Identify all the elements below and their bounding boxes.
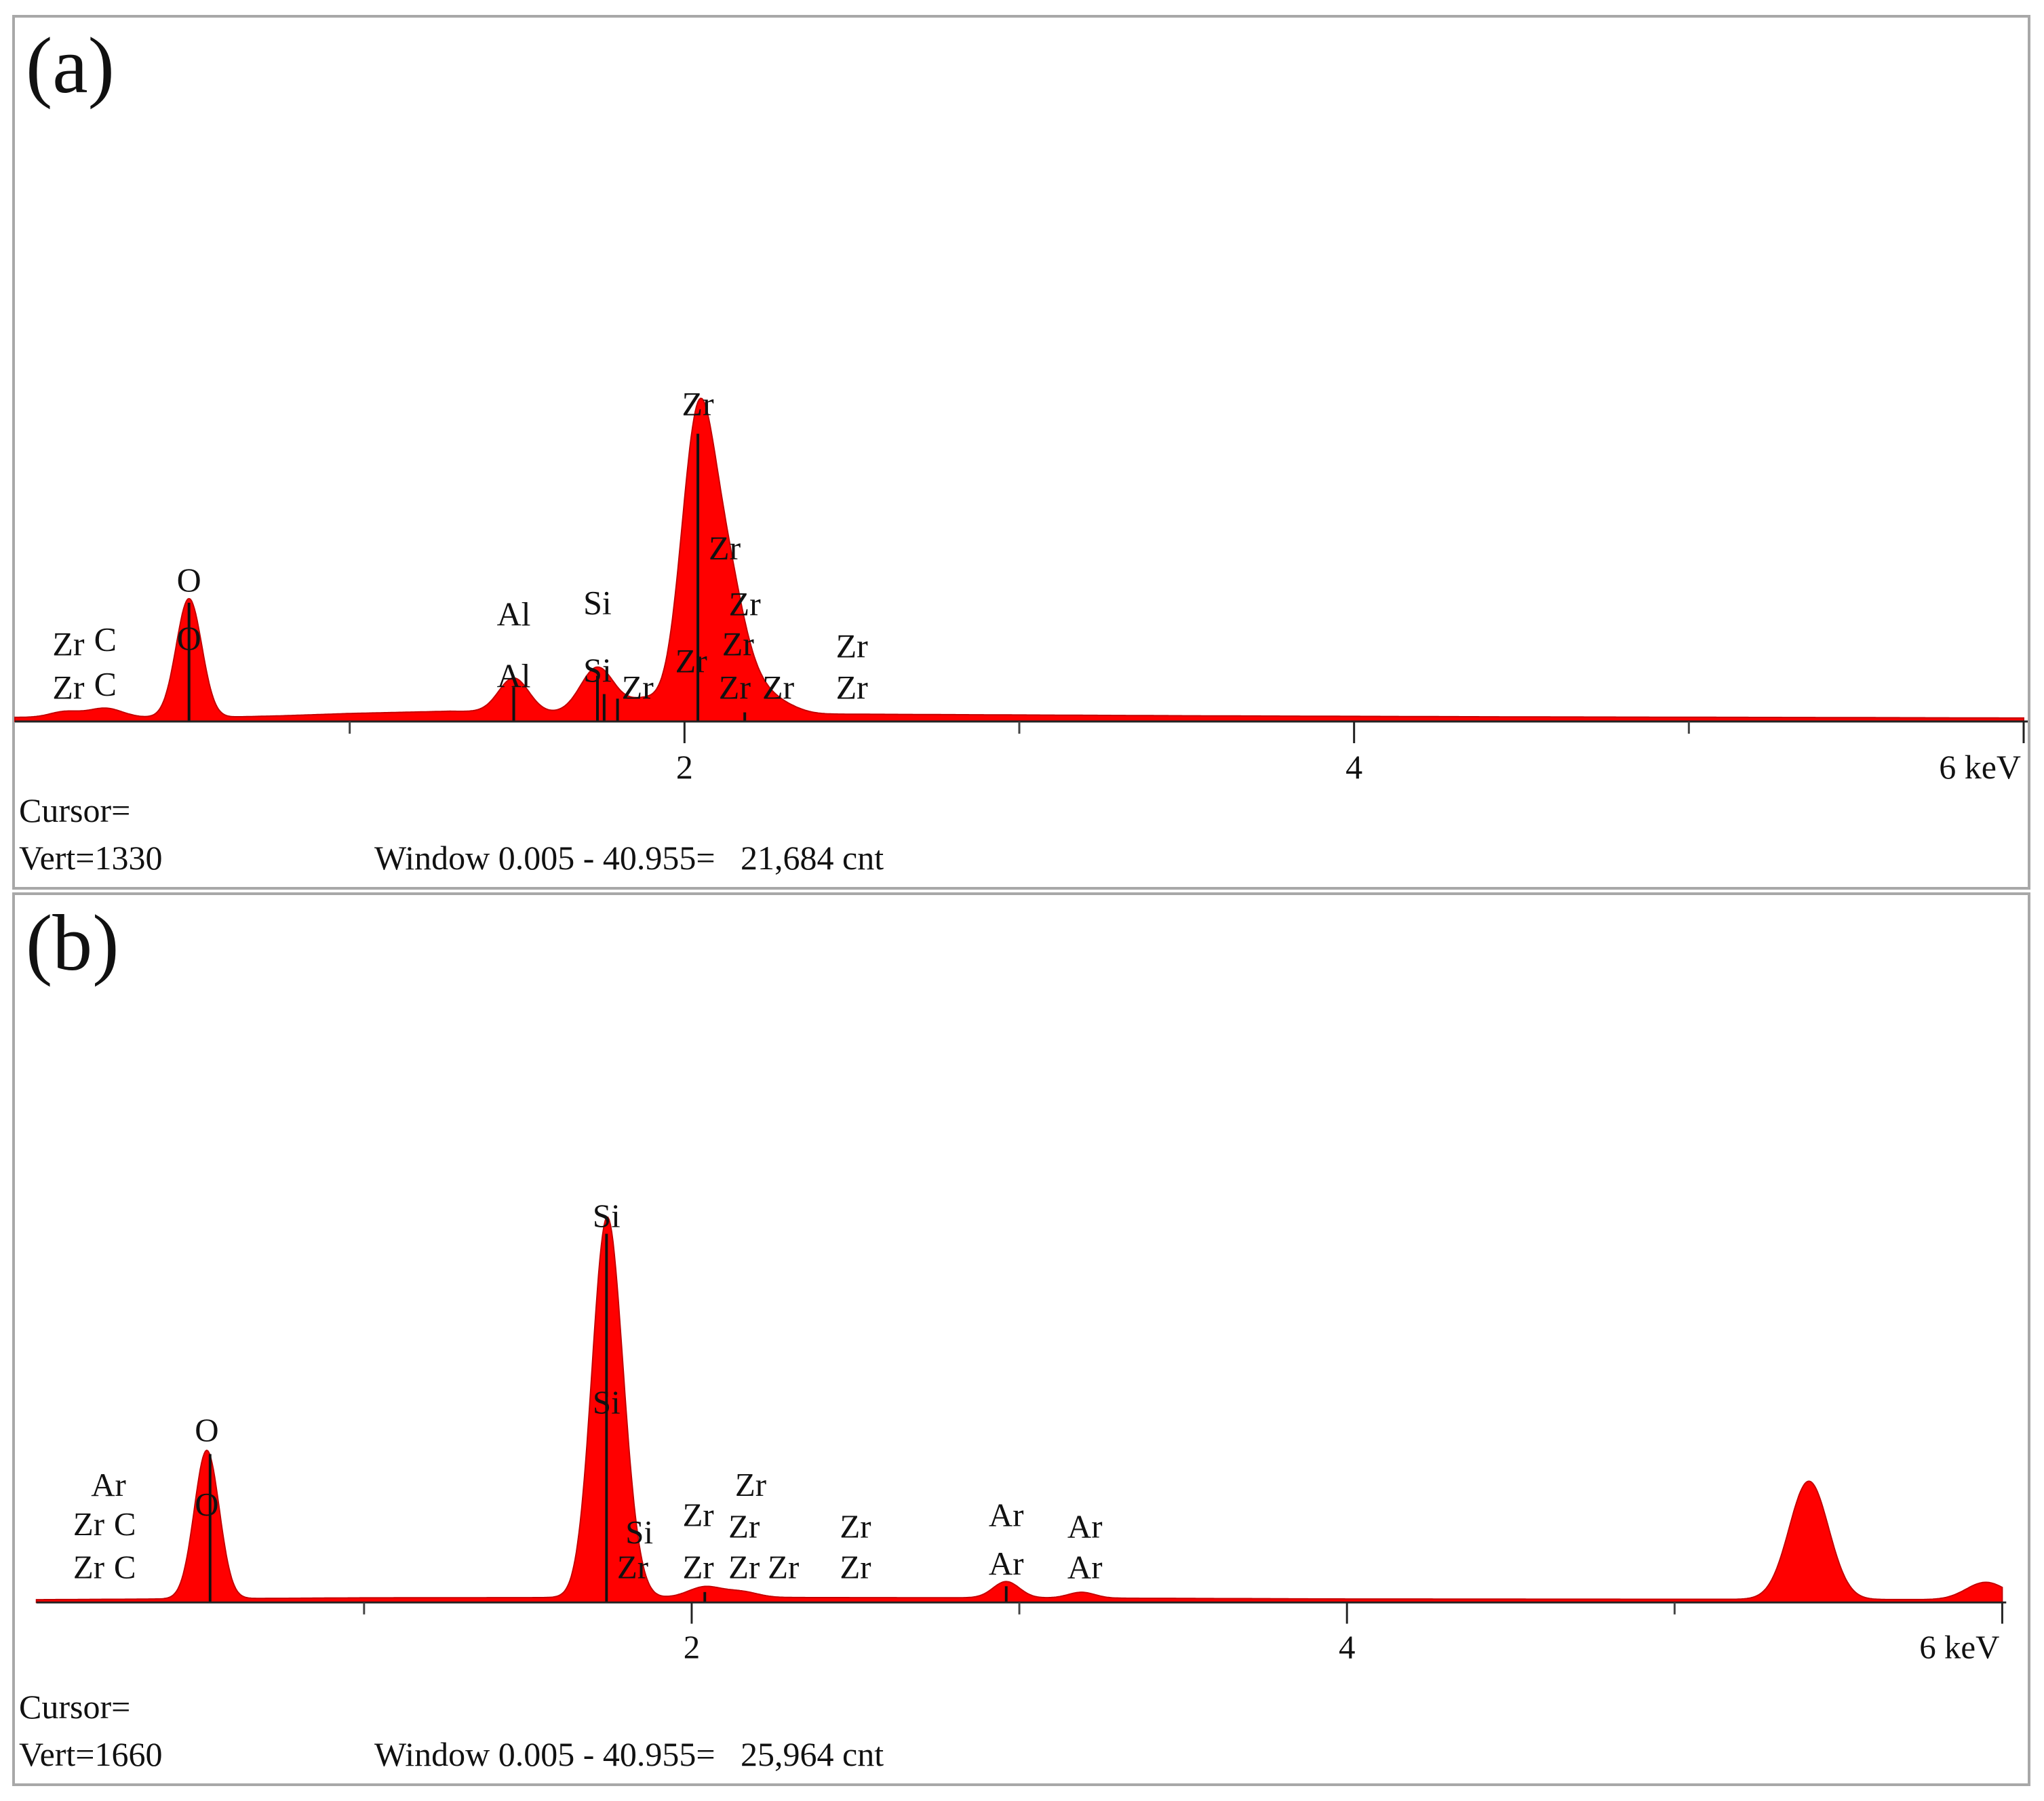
vertical-scale-readout: Vert=1330 — [19, 839, 163, 877]
element-label: Al — [497, 656, 531, 694]
element-label: C — [114, 1548, 136, 1585]
element-label: Zr — [73, 1548, 104, 1585]
element-label: Zr — [729, 585, 762, 622]
element-label: Zr — [768, 1548, 799, 1585]
element-label: Zr — [683, 1496, 714, 1533]
element-label: C — [94, 620, 117, 658]
spectrum-area — [14, 397, 2024, 722]
x-tick-label: 4 — [1339, 1628, 1355, 1665]
element-label: Zr — [682, 385, 714, 423]
element-label: Zr — [683, 1548, 714, 1585]
element-label: Zr — [728, 1548, 760, 1585]
element-label: O — [177, 619, 201, 657]
window-count-readout: Window 0.005 - 40.955= 25,964 cnt — [374, 1735, 884, 1773]
element-label: O — [177, 561, 201, 599]
x-tick-label: 6 keV — [1919, 1628, 1999, 1665]
element-label: Ar — [1067, 1548, 1103, 1585]
element-label: Ar — [91, 1466, 126, 1503]
x-tick-label: 4 — [1345, 748, 1362, 786]
window-count-readout: Window 0.005 - 40.955= 21,684 cnt — [374, 839, 884, 877]
element-label: Zr — [52, 625, 85, 662]
cursor-readout: Cursor= — [19, 791, 131, 829]
element-label: Zr — [617, 1548, 648, 1585]
element-label: Al — [497, 595, 531, 633]
element-label: Zr — [73, 1505, 104, 1543]
element-label: Ar — [1067, 1507, 1103, 1545]
element-label: Zr — [52, 668, 85, 706]
element-label: Zr — [836, 668, 869, 706]
x-tick-label: 6 keV — [1939, 748, 2021, 786]
element-label: Zr — [728, 1507, 760, 1545]
element-label: Zr — [722, 625, 755, 662]
element-label: Zr — [622, 668, 654, 706]
x-tick-label: 2 — [684, 1628, 700, 1665]
element-label: O — [195, 1412, 218, 1449]
element-label: Zr — [735, 1466, 766, 1503]
element-label: Zr — [719, 668, 751, 706]
vertical-scale-readout: Vert=1660 — [19, 1735, 163, 1773]
element-label: Si — [583, 651, 612, 689]
spectrum-area — [35, 1216, 2003, 1604]
element-label: Zr — [840, 1548, 871, 1585]
element-label: Zr — [762, 668, 795, 706]
panel-label-b: (b) — [26, 898, 119, 987]
element-label: Si — [593, 1384, 621, 1421]
element-label: Si — [625, 1513, 653, 1551]
element-label: Zr — [840, 1507, 871, 1545]
element-label: Si — [583, 584, 612, 622]
element-label: Zr — [836, 627, 869, 665]
element-label: Zr — [709, 529, 741, 567]
cursor-readout: Cursor= — [19, 1688, 131, 1726]
element-label: O — [195, 1486, 218, 1523]
element-label: Zr — [675, 642, 708, 680]
element-label: C — [114, 1505, 136, 1543]
element-label: Ar — [989, 1496, 1024, 1533]
element-label: Ar — [989, 1545, 1024, 1582]
panel-label-a: (a) — [26, 21, 115, 110]
element-label: C — [94, 665, 117, 702]
x-tick-label: 2 — [676, 748, 693, 786]
element-label: Si — [593, 1197, 621, 1234]
